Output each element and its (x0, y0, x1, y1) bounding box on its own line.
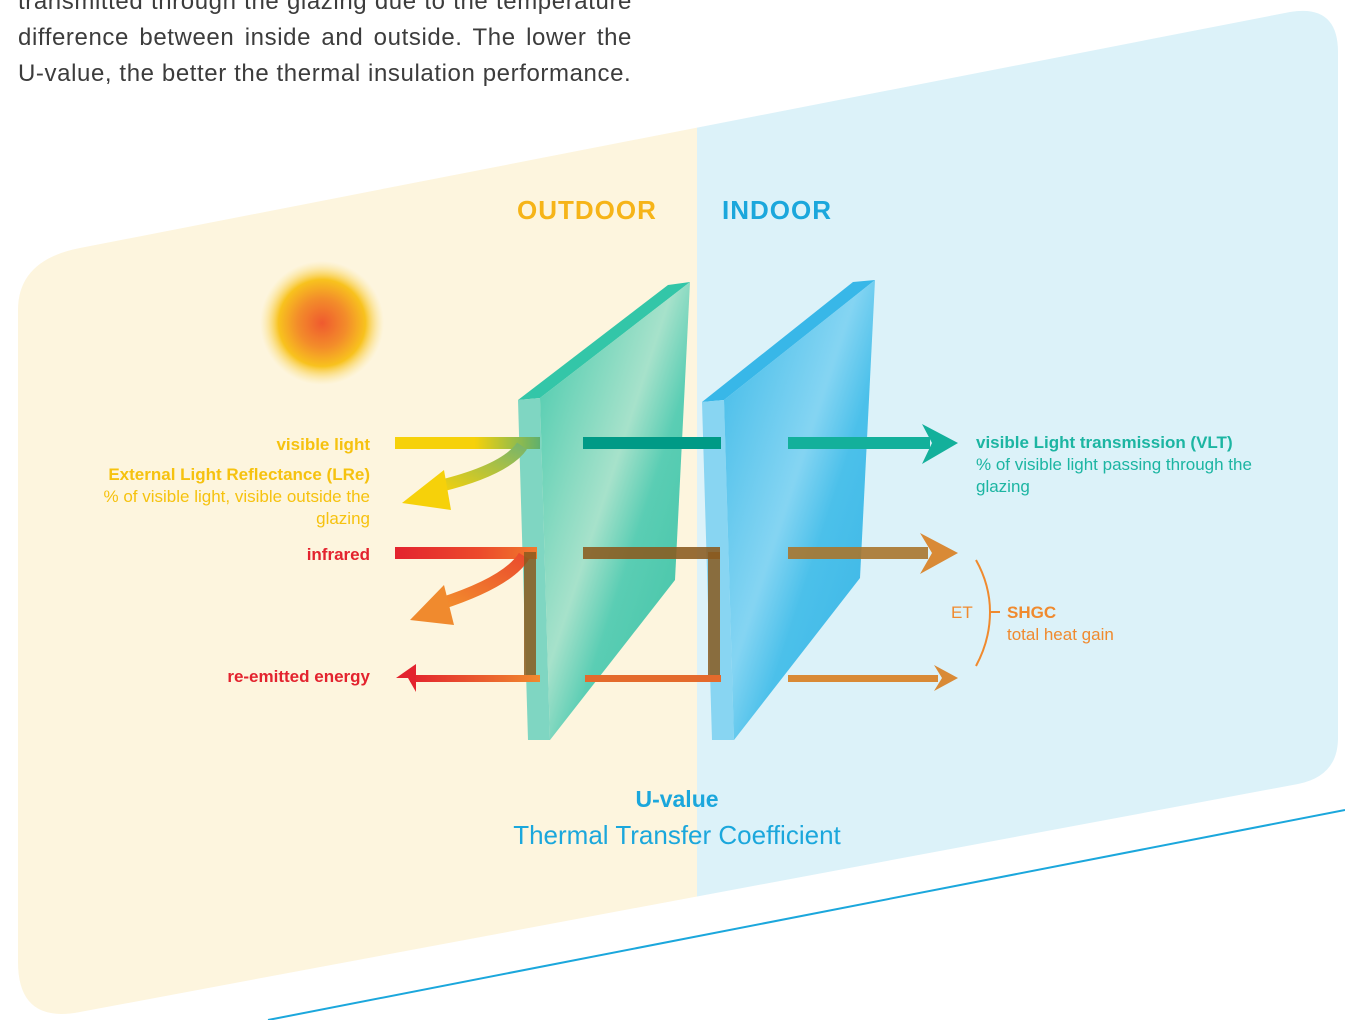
vlt-title: visible Light transmission (VLT) (976, 433, 1233, 452)
infrared-arrows (395, 533, 958, 680)
visible-light-label: visible light (276, 435, 370, 454)
infrared-label: infrared (306, 545, 370, 564)
et-label: ET (951, 603, 973, 622)
reemitted-energy-arrows (396, 664, 958, 692)
shgc-title: SHGC (1007, 603, 1057, 622)
reemitted-energy-label: re-emitted energy (227, 667, 370, 686)
vlt-description: % of visible light passing through the g… (976, 455, 1252, 496)
lre-description: % of visible light, visible outside the … (103, 487, 370, 528)
indoor-label: INDOOR (722, 195, 832, 225)
bottom-accent-line (267, 809, 1345, 1020)
outdoor-label: OUTDOOR (517, 195, 657, 225)
uvalue-subtitle: Thermal Transfer Coefficient (513, 820, 841, 850)
sun-icon (260, 261, 384, 385)
intro-paragraph: transmitted through the glazing due to t… (18, 0, 632, 87)
visible-light-arrows (395, 424, 958, 510)
shgc-description: total heat gain (1007, 625, 1114, 644)
lre-title: External Light Reflectance (LRe) (108, 465, 370, 484)
uvalue-title: U-value (635, 786, 719, 812)
